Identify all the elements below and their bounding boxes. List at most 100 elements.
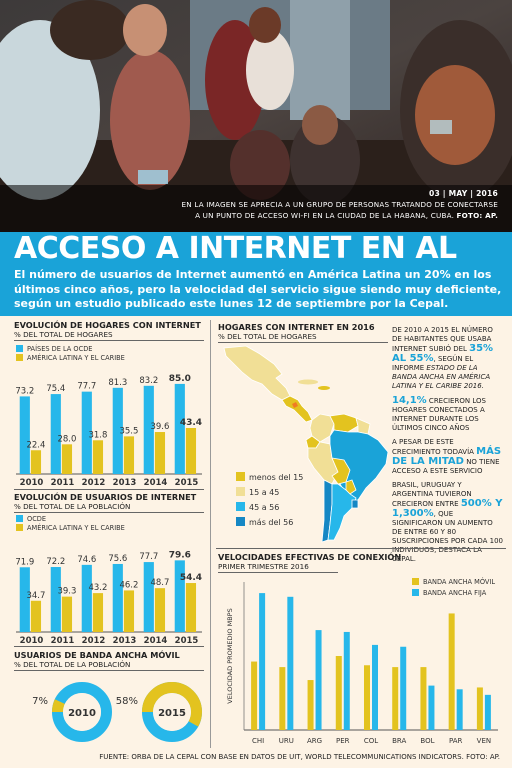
donut-value-label: 7% [32, 696, 48, 707]
chart-movil: 2010 7% 2015 58% [32, 682, 202, 742]
source-footer: FUENTE: ORBA DE LA CEPAL CON BASE EN DAT… [99, 753, 500, 761]
side-text-span: DE 2010 A 2015 EL NÚMERO DE HABITANTES Q… [392, 326, 493, 353]
x-tick-label: 2014 [144, 478, 168, 488]
bar-value-label: 79.6 [169, 550, 191, 560]
bar [476, 687, 483, 730]
chart-hogares-subtitle: % DEL TOTAL DE HOGARES [14, 330, 113, 339]
bar [19, 567, 30, 632]
x-tick-label: 2012 [82, 636, 106, 646]
donut-center-label: 2010 [68, 708, 96, 719]
divider [218, 572, 338, 573]
bar [185, 427, 197, 474]
caption-photo-credit: FOTO: AP. [456, 211, 498, 220]
legend-swatch [16, 354, 23, 361]
legend-swatch [412, 589, 419, 596]
map-legend-item: 45 a 56 [236, 500, 303, 515]
bar-value-label: 74.6 [77, 555, 96, 565]
x-tick-label: CHI [252, 737, 264, 745]
bar [392, 667, 399, 730]
bar-value-label: 77.7 [139, 552, 158, 562]
bar-value-label: 73.2 [15, 386, 34, 396]
map-region-argentina [327, 483, 357, 541]
x-tick-label: 2013 [113, 636, 137, 646]
bar [61, 444, 73, 474]
donut-slice [142, 682, 202, 742]
x-tick-label: BOL [420, 737, 434, 745]
legend-label: 45 a 56 [249, 503, 280, 512]
map-region-paraguay [345, 479, 357, 495]
bar [123, 436, 135, 474]
map-region-venezuela [329, 413, 359, 433]
panel-map: HOGARES CON INTERNET EN 2016 % DEL TOTAL… [218, 322, 388, 341]
bar [19, 396, 30, 474]
panel-usuarios: EVOLUCIÓN DE USUARIOS DE INTERNET % DEL … [14, 492, 202, 511]
side-text-span: , SEGÚN EL INFORME [392, 355, 474, 372]
map-subtitle: % DEL TOTAL DE HOGARES [218, 332, 317, 341]
x-tick-label: 2015 [175, 478, 199, 488]
donut-hole [153, 693, 191, 731]
side-text: DE 2010 A 2015 EL NÚMERO DE HABITANTES Q… [392, 326, 504, 569]
bar-value-label: 43.4 [180, 418, 202, 428]
y-axis-label: VELOCIDAD PROMEDIO MBPS [226, 608, 234, 703]
map-legend: menos del 15 15 a 45 45 a 56 más del 56 [236, 470, 303, 530]
legend-swatch [236, 517, 245, 526]
legend-swatch [16, 515, 23, 522]
side-text-span: , QUE SIGNIFICARON UN AUMENTO DE ENTRE 6… [392, 510, 503, 563]
divider [216, 548, 506, 549]
bar-value-label: 35.5 [119, 426, 138, 436]
bar [428, 685, 435, 730]
bar [112, 563, 123, 632]
photo-illustration [0, 0, 512, 232]
bar-value-label: 46.2 [119, 580, 138, 590]
bar-value-label: 75.6 [108, 554, 127, 564]
map-region-brazil [329, 429, 389, 505]
bar [456, 689, 463, 730]
donut-slice [52, 682, 112, 742]
bar [420, 667, 427, 730]
bar [30, 600, 42, 632]
map-legend-item: más del 56 [236, 515, 303, 530]
bar-value-label: 72.2 [46, 557, 65, 567]
side-highlight: 500% Y 1,300% [392, 498, 503, 519]
legend-label: más del 56 [249, 518, 294, 527]
bar [61, 596, 73, 632]
bar-value-label: 54.4 [180, 573, 202, 583]
legend-swatch [412, 578, 419, 585]
bar [364, 665, 370, 730]
bar [92, 440, 104, 474]
caption-line-1: EN LA IMAGEN SE APRECIA A UN GRUPO DE PE… [181, 200, 498, 209]
legend-label: AMÉRICA LATINA Y EL CARIBE [27, 354, 125, 362]
bar [372, 644, 378, 730]
page-subtitle: El número de usuarios de Internet aument… [14, 268, 502, 310]
divider [14, 670, 204, 671]
map-legend-item: menos del 15 [236, 470, 303, 485]
x-tick-label: COL [364, 737, 378, 745]
map-region-guianas [355, 417, 371, 435]
map-region-central-america [281, 395, 313, 423]
caption-line-2: A UN PUNTO DE ACCESO WI-FI EN LA CIUDAD … [168, 210, 498, 221]
bar-value-label: 83.2 [139, 376, 158, 386]
panel-hogares: EVOLUCIÓN DE HOGARES CON INTERNET % DEL … [14, 320, 202, 339]
chart-hogares: 73.2 22.4 2010 75.4 28.0 2011 77.7 31.8 2012 81.3… [15, 374, 202, 488]
bar [154, 588, 166, 632]
bar [123, 590, 135, 632]
side-paragraph-1: DE 2010 A 2015 EL NÚMERO DE HABITANTES Q… [392, 326, 504, 391]
photo-date: 03 | MAY | 2016 [428, 189, 498, 198]
map-region-mexico [223, 345, 291, 401]
chart-movil-subtitle: % DEL TOTAL DE LA POBLACIÓN [14, 660, 131, 669]
bar [287, 596, 294, 730]
legend-label: PAÍSES DE LA OCDE [27, 345, 93, 353]
bar-value-label: 77.7 [77, 382, 96, 392]
caption-line-2-text: A UN PUNTO DE ACCESO WI-FI EN LA CIUDAD … [195, 211, 457, 220]
chart-usuarios-title: EVOLUCIÓN DE USUARIOS DE INTERNET [14, 492, 197, 502]
column-separator [210, 320, 211, 748]
side-highlight: 14,1% [392, 395, 427, 406]
map-region-highlight [292, 402, 298, 408]
legend-item: AMÉRICA LATINA Y EL CARIBE [16, 524, 125, 533]
x-tick-label: BRA [392, 737, 406, 745]
side-highlight: AL 55% [392, 353, 434, 364]
x-tick-label: 2010 [20, 636, 44, 646]
bar [484, 694, 491, 730]
bar [50, 394, 61, 474]
map-title: HOGARES CON INTERNET EN 2016 [218, 322, 375, 332]
